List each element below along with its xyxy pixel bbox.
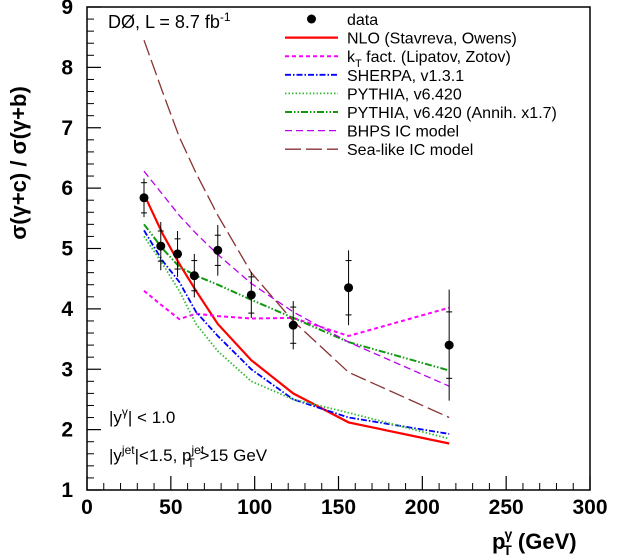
y-tick-label: 2 bbox=[61, 419, 73, 442]
x-axis-title: pγ T (GeV) bbox=[492, 526, 577, 558]
series-line-3 bbox=[143, 235, 450, 440]
x-tick-label: 300 bbox=[572, 496, 607, 519]
axis-ticks: 0 50 100 150 200 250 300 1 2 3 4 5 6 7 8 9 bbox=[61, 0, 607, 519]
series-line-0 bbox=[143, 193, 450, 445]
y-tick-label: 7 bbox=[61, 117, 73, 140]
y-tick-label: 6 bbox=[61, 177, 73, 200]
legend-label-5: BHPS IC model bbox=[347, 124, 459, 141]
legend-label-2: SHERPA, v1.3.1 bbox=[347, 68, 464, 85]
legend-label-data: data bbox=[347, 12, 378, 29]
annotation-rapidity-photon: |yγ| < 1.0 bbox=[109, 405, 175, 427]
legend-label-1: kT fact. (Lipatov, Zotov) bbox=[347, 49, 511, 70]
series-line-2 bbox=[143, 229, 450, 435]
data-points bbox=[139, 178, 454, 401]
y-tick-label: 5 bbox=[61, 238, 73, 261]
data-point bbox=[246, 290, 256, 300]
y-axis-title: σ(γ+c) / σ(γ+b) bbox=[6, 86, 31, 240]
y-tick-label: 1 bbox=[61, 479, 73, 502]
annotation-jet-cuts: |yjet|<1.5, pjet T >15 GeV bbox=[109, 443, 268, 470]
data-point bbox=[213, 245, 223, 255]
legend-label-4: PYTHIA, v6.420 (Annih. x1.7) bbox=[347, 105, 557, 122]
x-tick-label: 50 bbox=[159, 496, 182, 519]
legend-label-3: PYTHIA, v6.420 bbox=[347, 86, 462, 103]
data-point bbox=[189, 271, 199, 281]
series-line-1 bbox=[143, 290, 450, 338]
data-point bbox=[288, 320, 298, 330]
data-point bbox=[444, 340, 454, 350]
legend-label-0: NLO (Stavreva, Owens) bbox=[347, 31, 517, 48]
legend-label-6: Sea-like IC model bbox=[347, 142, 473, 159]
legend: data NLO (Stavreva, Owens)kT fact. (Lipat… bbox=[285, 12, 557, 159]
series-line-6 bbox=[143, 39, 450, 419]
y-tick-label: 4 bbox=[61, 298, 73, 321]
y-tick-label: 3 bbox=[61, 358, 73, 381]
x-tick-label: 0 bbox=[81, 496, 93, 519]
x-tick-label: 250 bbox=[489, 496, 524, 519]
data-point bbox=[156, 241, 166, 251]
experiment-label: DØ, L = 8.7 fb-1 bbox=[108, 10, 231, 32]
x-tick-label: 150 bbox=[321, 496, 356, 519]
legend-marker-data bbox=[307, 14, 316, 24]
y-tick-label: 9 bbox=[61, 0, 73, 19]
x-tick-label: 200 bbox=[405, 496, 440, 519]
y-tick-label: 8 bbox=[61, 56, 73, 79]
data-point bbox=[344, 283, 354, 293]
series-line-4 bbox=[143, 223, 450, 372]
data-point bbox=[173, 249, 183, 259]
x-tick-label: 100 bbox=[237, 496, 272, 519]
data-point bbox=[139, 193, 149, 203]
